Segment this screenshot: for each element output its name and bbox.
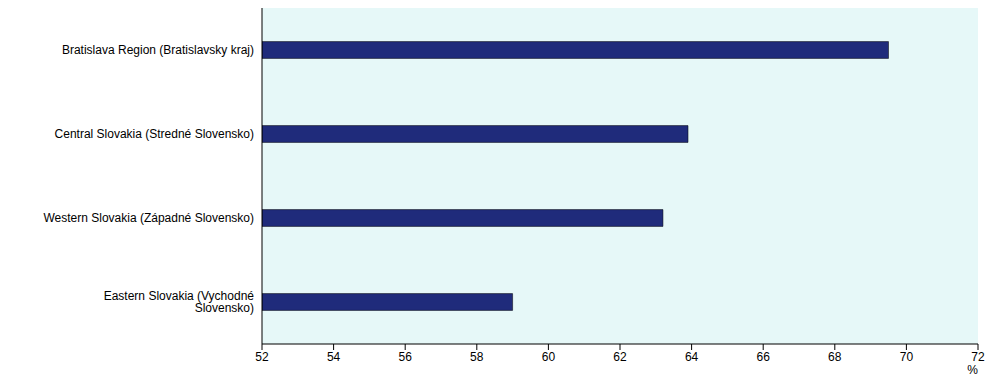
svg-text:56: 56 xyxy=(399,350,413,364)
svg-text:Bratislava Region (Bratislavsk: Bratislava Region (Bratislavsky kraj) xyxy=(62,43,254,57)
svg-text:54: 54 xyxy=(327,350,341,364)
svg-text:Central Slovakia (Stredné Slov: Central Slovakia (Stredné Slovensko) xyxy=(55,127,254,141)
svg-text:68: 68 xyxy=(828,350,842,364)
svg-text:72: 72 xyxy=(971,350,985,364)
svg-text:64: 64 xyxy=(685,350,699,364)
svg-text:52: 52 xyxy=(255,350,269,364)
svg-text:62: 62 xyxy=(613,350,627,364)
svg-text:70: 70 xyxy=(900,350,914,364)
svg-text:58: 58 xyxy=(470,350,484,364)
svg-text:Eastern Slovakia (VychodnéSlov: Eastern Slovakia (VychodnéSlovensko) xyxy=(104,289,255,315)
svg-text:60: 60 xyxy=(542,350,556,364)
svg-text:%: % xyxy=(967,363,978,377)
svg-text:Western Slovakia (Západné Slov: Western Slovakia (Západné Slovensko) xyxy=(43,211,254,225)
svg-text:66: 66 xyxy=(757,350,771,364)
